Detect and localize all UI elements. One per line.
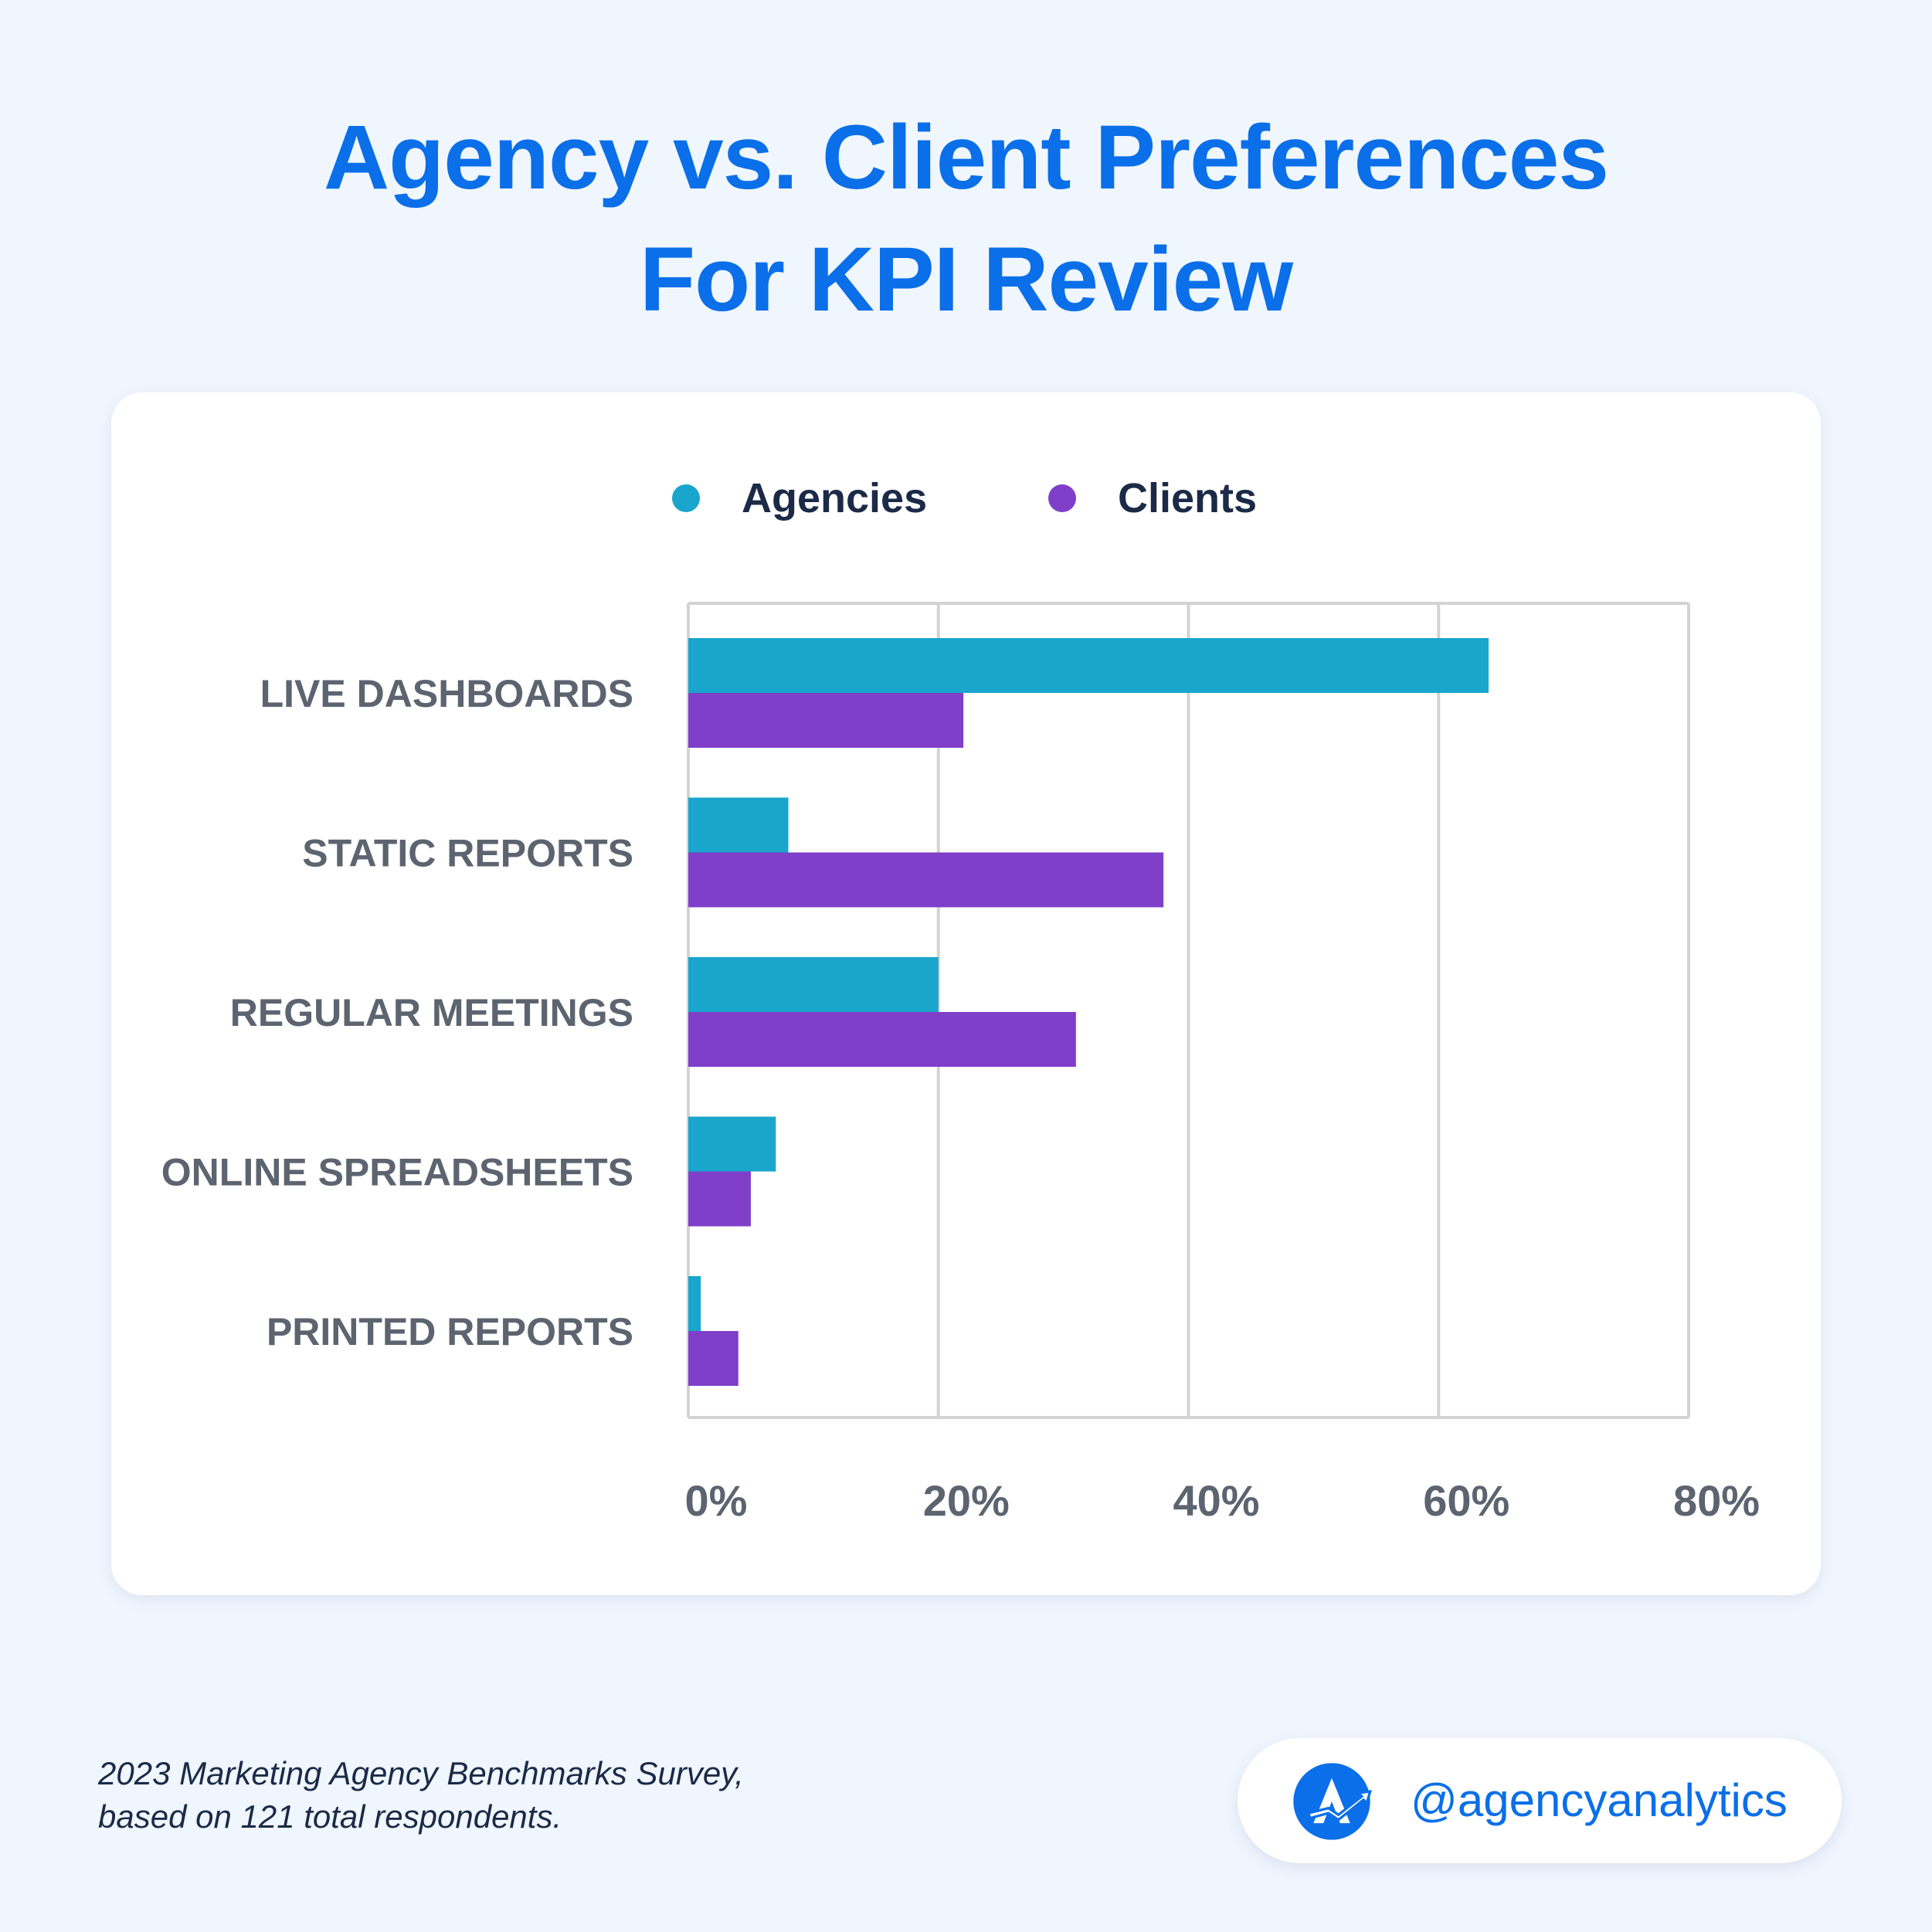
page-title: Agency vs. Client Preferences For KPI Re… <box>0 97 1932 341</box>
agencyanalytics-logo-icon <box>1293 1763 1372 1840</box>
brand-badge[interactable]: @agencyanalytics <box>1238 1738 1842 1863</box>
x-tick-label-4: 80% <box>1673 1476 1760 1525</box>
bar-agencies-regular-meetings <box>688 957 939 1012</box>
bar-agencies-online-spreadsheets <box>688 1116 776 1172</box>
legend-label-agencies: Agencies <box>742 475 928 521</box>
x-tick-label-1: 20% <box>923 1476 1010 1525</box>
bar-clients-regular-meetings <box>688 1012 1076 1067</box>
bar-clients-online-spreadsheets <box>688 1171 751 1227</box>
title-line-2: For KPI Review <box>639 229 1293 331</box>
bar-chart: LIVE DASHBOARDS STATIC REPORTS REGULAR MEE… <box>161 602 1760 1525</box>
legend-swatch-clients <box>1048 484 1076 512</box>
legend-item-agencies: Agencies <box>672 467 927 529</box>
title-line-1: Agency vs. Client Preferences <box>323 107 1609 209</box>
legend-swatch-agencies <box>672 484 700 512</box>
category-label-regular-meetings: REGULAR MEETINGS <box>230 991 633 1034</box>
category-label-printed-reports: PRINTED REPORTS <box>267 1310 633 1353</box>
source-footnote: 2023 Marketing Agency Benchmarks Survey,… <box>98 1752 744 1839</box>
legend-item-clients: Clients <box>1048 467 1257 529</box>
category-label-static-reports: STATIC REPORTS <box>302 832 633 875</box>
brand-handle: @agencyanalytics <box>1411 1774 1788 1826</box>
bar-agencies-static-reports <box>688 797 789 853</box>
footnote-line-2: based on 121 total respondents. <box>98 1798 562 1835</box>
chart-legend: Agencies Clients <box>0 467 1932 529</box>
x-tick-label-2: 40% <box>1173 1476 1259 1525</box>
chart-card <box>111 392 1821 1595</box>
bar-clients-printed-reports <box>688 1331 739 1386</box>
legend-label-clients: Clients <box>1118 475 1258 521</box>
bar-agencies-printed-reports <box>688 1276 701 1331</box>
footnote-line-1: 2023 Marketing Agency Benchmarks Survey, <box>98 1755 744 1791</box>
category-label-online-spreadsheets: ONLINE SPREADSHEETS <box>161 1151 633 1194</box>
x-tick-label-0: 0% <box>685 1476 748 1525</box>
bar-clients-live-dashboards <box>688 693 964 748</box>
x-tick-label-3: 60% <box>1423 1476 1509 1525</box>
category-label-live-dashboards: LIVE DASHBOARDS <box>260 672 633 715</box>
bar-agencies-live-dashboards <box>688 638 1489 693</box>
bar-clients-static-reports <box>688 852 1164 908</box>
